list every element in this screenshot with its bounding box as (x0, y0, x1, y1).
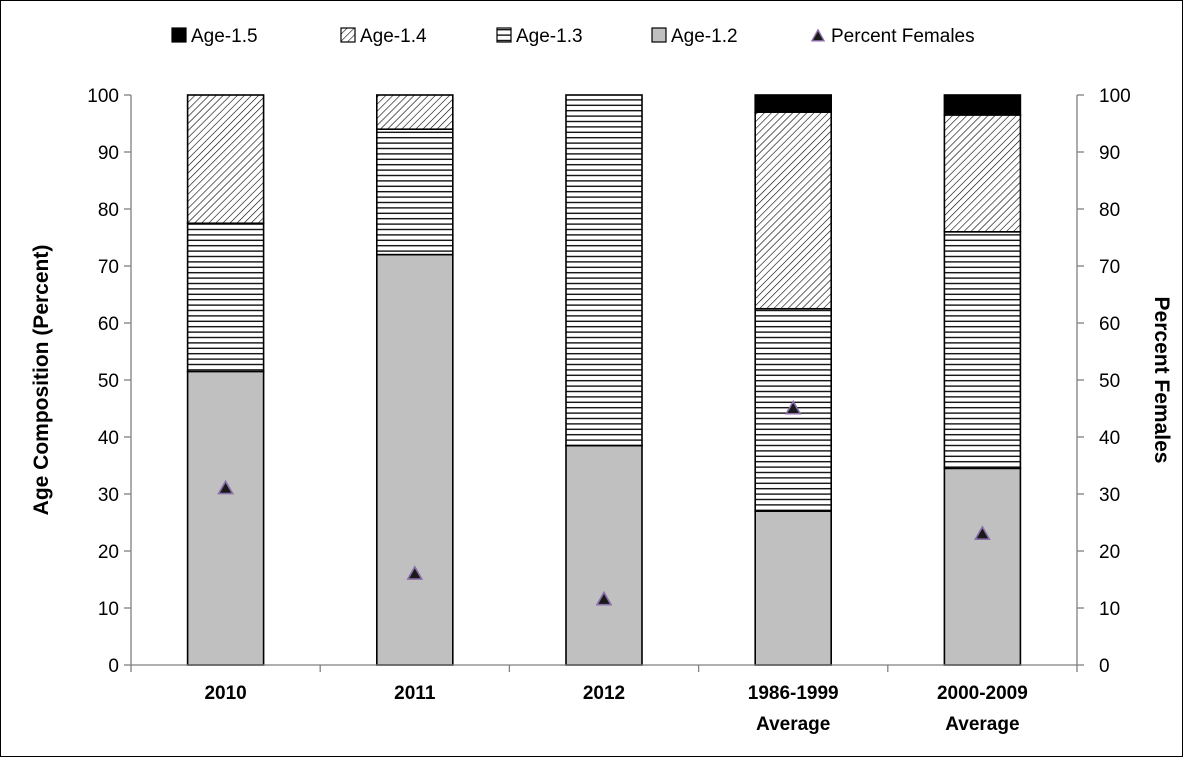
marker-percent-females-2011 (406, 565, 424, 580)
left-tick-label: 30 (98, 485, 119, 506)
y2-axis-title: Percent Females (1150, 297, 1173, 464)
right-tick-label: 10 (1099, 599, 1120, 620)
bar-age-1-2-2011 (375, 253, 454, 666)
percent-females-markers (217, 399, 991, 606)
legend-label-age-1-2: Age-1.2 (671, 26, 738, 47)
bar-age-1-4-2000-2009-average (943, 114, 1022, 233)
marker-percent-females-1986-1999-average (784, 399, 802, 415)
category-label: Average (756, 714, 830, 735)
right-tick-label: 50 (1099, 371, 1120, 392)
bar-age-1-5-2000-2009-average (943, 94, 1022, 116)
legend-swatch-age-1-2 (651, 27, 667, 43)
right-tick-label: 90 (1099, 143, 1120, 164)
marker-percent-females-2010 (217, 479, 234, 495)
left-y-ticks: 0 10 20 30 40 50 60 70 80 90 100 (87, 86, 131, 677)
right-tick-label: 80 (1099, 200, 1120, 221)
bar-age-1-3-2011 (375, 128, 454, 256)
category-label: 2000-2009 (937, 683, 1028, 704)
legend-label-age-1-5: Age-1.5 (191, 26, 258, 47)
bar-age-1-5-1986-1999-average (754, 94, 833, 113)
legend-label-percent-females: Percent Females (831, 26, 975, 47)
left-tick-label: 10 (98, 599, 119, 620)
right-tick-label: 40 (1099, 428, 1120, 449)
y-axis-title: Age Composition (Percent) (30, 245, 53, 516)
marker-percent-females-2012 (595, 590, 613, 606)
bar-age-1-2-1986-1999-average (754, 510, 833, 666)
right-tick-label: 60 (1099, 314, 1120, 335)
legend-swatch-age-1-5 (171, 27, 187, 43)
legend-swatch-percent-females (810, 28, 826, 42)
legend: Age-1.5 Age-1.4 Age-1.3 Age-1.2 Percent Fema… (171, 26, 975, 47)
bars (186, 94, 1022, 666)
bar-age-1-2-2012 (565, 444, 643, 666)
left-tick-label: 20 (98, 542, 119, 563)
category-label: 2012 (583, 683, 625, 704)
category-label: 2010 (204, 683, 246, 704)
bar-age-1-3-2000-2009-average (943, 231, 1022, 470)
category-label: 1986-1999 (748, 683, 839, 704)
category-label: Average (945, 714, 1019, 735)
left-tick-label: 100 (87, 86, 119, 107)
legend-swatch-age-1-3 (496, 27, 512, 43)
right-tick-label: 20 (1099, 542, 1120, 563)
left-tick-label: 50 (98, 371, 119, 392)
left-tick-label: 90 (98, 143, 119, 164)
category-labels: 2010 2011 2012 1986-1999 Average 2000-2009 Ave… (204, 683, 1027, 735)
bar-age-1-4-2010 (186, 94, 265, 225)
bar-age-1-2-2010 (186, 370, 265, 666)
left-tick-label: 0 (108, 656, 119, 677)
marker-percent-females-2000-2009-average (974, 525, 991, 540)
bar-age-1-3-2012 (565, 94, 643, 447)
bar-age-1-2-2000-2009-average (943, 467, 1022, 666)
legend-swatch-age-1-4 (340, 27, 356, 43)
category-label: 2011 (394, 683, 436, 704)
left-tick-label: 80 (98, 200, 119, 221)
bar-age-1-4-1986-1999-average (754, 111, 833, 310)
bar-age-1-4-2011 (375, 94, 454, 131)
right-tick-label: 100 (1099, 86, 1131, 107)
bar-age-1-3-2010 (186, 222, 265, 373)
legend-label-age-1-4: Age-1.4 (360, 26, 427, 47)
left-tick-label: 40 (98, 428, 119, 449)
x-ticks (130, 665, 1078, 672)
right-tick-label: 70 (1099, 257, 1120, 278)
left-tick-label: 70 (98, 257, 119, 278)
left-tick-label: 60 (98, 314, 119, 335)
right-tick-label: 30 (1099, 485, 1120, 506)
legend-label-age-1-3: Age-1.3 (516, 26, 583, 47)
right-y-ticks: 0 10 20 30 40 50 60 70 80 90 100 (1077, 86, 1131, 677)
right-tick-label: 0 (1099, 656, 1110, 677)
